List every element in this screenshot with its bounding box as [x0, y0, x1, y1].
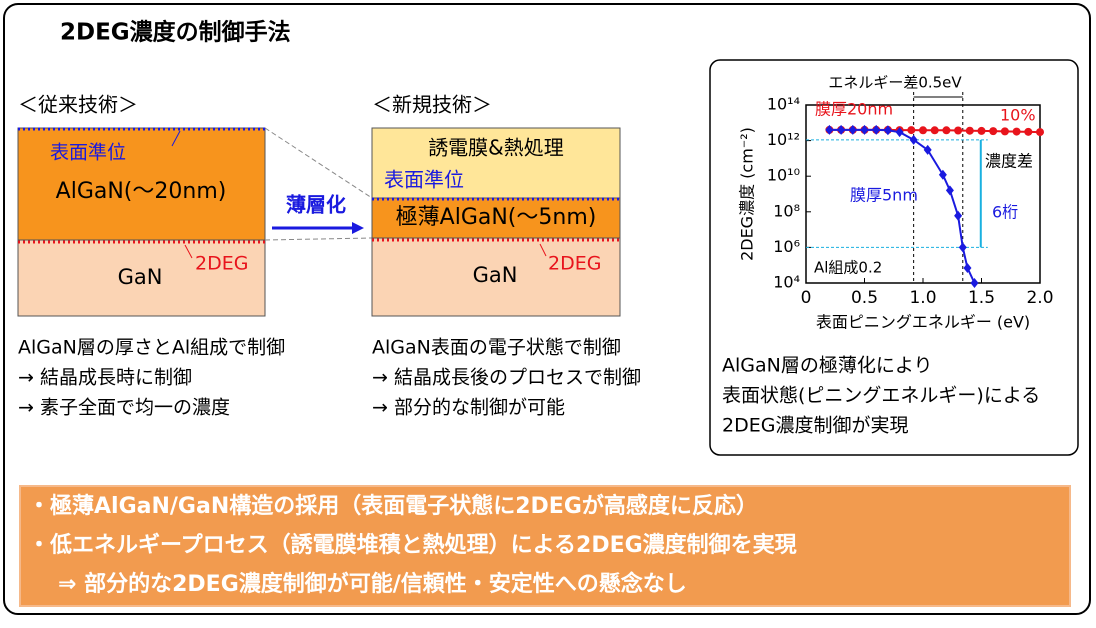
- label: 2DEG: [548, 253, 601, 275]
- marker: [848, 124, 857, 135]
- y-tick-label: 10¹²: [767, 130, 800, 149]
- chart-box: [709, 59, 1079, 456]
- caption: 表面状態(ピニングエネルギー)による: [722, 385, 1040, 407]
- leader: [171, 130, 181, 147]
- marker: [930, 126, 939, 135]
- annotation: Al組成0.2: [814, 259, 882, 277]
- summary: ⇒ 部分的な2DEG濃度制御が可能/信頼性・安定性への懸念なし: [58, 571, 687, 597]
- y-tick-label: 10⁶: [773, 237, 800, 256]
- series-label: 膜厚5nm: [850, 186, 918, 205]
- y-tick-label: 10¹⁴: [767, 95, 800, 114]
- marker: [872, 124, 881, 135]
- marker: [989, 127, 998, 136]
- annotation: エネルギー差0.5eV: [828, 74, 962, 92]
- marker: [963, 262, 972, 273]
- note: AlGaN層の厚さとAl組成で制御: [18, 337, 285, 359]
- note: → 部分的な制御が可能: [372, 397, 565, 419]
- marker: [970, 278, 979, 288]
- gan-layer: [371, 237, 621, 317]
- leader: [539, 243, 547, 257]
- caption: AlGaN層の極薄化により: [722, 355, 932, 377]
- marker: [945, 185, 954, 196]
- caption: 2DEG濃度制御が実現: [722, 415, 908, 437]
- marker: [942, 126, 951, 135]
- marker: [958, 242, 967, 253]
- algan-layer: [17, 127, 266, 241]
- marker: [1024, 127, 1033, 136]
- label: 極薄AlGaN(～5nm): [396, 205, 597, 230]
- chart: 10⁴ 10⁶ 10⁸ 10¹⁰ 10¹² 10¹⁴ 0 0.5 1.0 1.5 2.0 表面ピニング…: [738, 74, 1054, 332]
- marker: [909, 134, 918, 145]
- marker: [954, 126, 963, 135]
- summary: ・極薄AlGaN/GaN構造の採用（表面電子状態に2DEGが高感度に反応）: [28, 493, 758, 519]
- marker: [883, 125, 892, 136]
- annotation: 6桁: [992, 203, 1018, 222]
- arrow-label: 薄層化: [286, 193, 346, 217]
- algan-layer: [371, 197, 621, 239]
- summary-box: [19, 485, 1071, 607]
- x-tick-label: 0.5: [851, 288, 878, 308]
- marker: [938, 169, 947, 180]
- marker: [923, 144, 932, 155]
- y-axis-label: 2DEG濃度 (cm⁻²): [738, 127, 757, 261]
- guide: [264, 237, 373, 241]
- note: → 結晶成長後のプロセスで制御: [372, 367, 641, 389]
- marker: [1036, 128, 1044, 137]
- note: → 結晶成長時に制御: [18, 367, 192, 389]
- guide: [264, 127, 373, 199]
- gan-layer: [17, 239, 266, 317]
- marker: [1012, 127, 1021, 136]
- marker: [977, 126, 986, 135]
- marker: [965, 126, 974, 135]
- label: 表面準位: [384, 168, 464, 192]
- x-tick-label: 1.0: [909, 288, 936, 308]
- marker: [954, 210, 963, 221]
- marker: [895, 127, 904, 138]
- label: GaN: [118, 265, 163, 289]
- y-tick-label: 10⁴: [773, 273, 800, 292]
- marker: [919, 126, 927, 135]
- marker: [1000, 127, 1009, 136]
- marker: [837, 124, 846, 135]
- label: 誘電膜&熱処理: [428, 136, 564, 160]
- marker: [860, 124, 869, 135]
- y-tick-label: 10¹⁰: [767, 166, 800, 185]
- annotation: 10%: [1000, 106, 1036, 125]
- title: 2DEG濃度の制御手法: [60, 19, 291, 46]
- heading: ＜従来技術＞: [18, 93, 138, 117]
- arrow-head: [352, 222, 364, 234]
- label: GaN: [473, 263, 518, 287]
- leader: [184, 244, 193, 259]
- y-tick-label: 10⁸: [773, 201, 800, 220]
- dielectric-layer: [371, 127, 621, 199]
- note: → 素子全面で均一の濃度: [18, 397, 230, 419]
- x-axis-label: 表面ピニングエネルギー (eV): [816, 313, 1030, 332]
- label: 表面準位: [50, 142, 126, 164]
- summary: ・低エネルギープロセス（誘電膜堆積と熱処理）による2DEG濃度制御を実現: [28, 532, 797, 558]
- heading: ＜新規技術＞: [372, 93, 492, 117]
- note: AlGaN表面の電子状態で制御: [372, 337, 621, 359]
- marker: [825, 124, 834, 135]
- x-tick-label: 2.0: [1026, 288, 1053, 308]
- x-tick-label: 1.5: [968, 288, 995, 308]
- label: AlGaN(～20nm): [56, 179, 227, 204]
- marker: [907, 126, 916, 135]
- series-label: 膜厚20nm: [815, 100, 893, 119]
- label: 2DEG: [195, 253, 248, 275]
- annotation: 濃度差: [985, 152, 1033, 171]
- x-tick-label: 0: [801, 288, 812, 308]
